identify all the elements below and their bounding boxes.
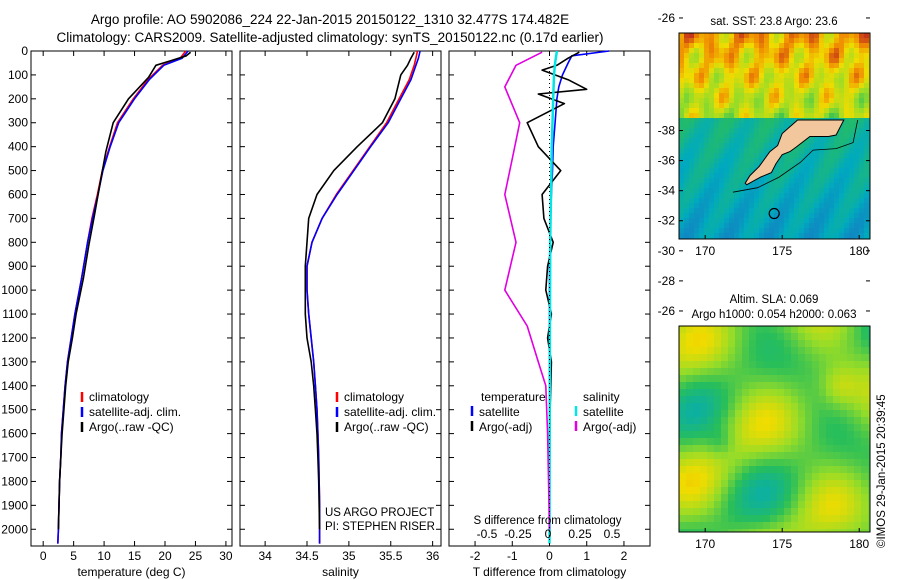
legend-label: climatology (89, 390, 149, 404)
y-tick-label: 1500 (1, 403, 28, 417)
x-axis-label: T difference from climatology (473, 565, 627, 579)
series-line-salinity-satellite (548, 50, 559, 544)
y-tick-label: 800 (8, 235, 28, 249)
legend-heading-temperature: temperature (481, 390, 546, 404)
header-line-2: Climatology: CARS2009. Satellite-adjuste… (56, 30, 604, 45)
map-1-bathymetry-contour (732, 119, 859, 193)
y-tick-label: 600 (8, 187, 28, 201)
y-tick-label: 1800 (1, 474, 28, 488)
x-tick-label: 10 (97, 549, 111, 563)
x-axis-label: temperature (deg C) (77, 565, 185, 579)
map-1-landmass (744, 119, 845, 186)
y-tick-label: 500 (8, 164, 28, 178)
y-tick-label: 1300 (1, 355, 28, 369)
map-lat-label: -26 (658, 11, 676, 25)
series-line-argo-raw-qc- (304, 51, 415, 530)
x-tick-label: 2 (621, 549, 628, 563)
legend-label: satellite-adj. clim. (344, 405, 436, 419)
map-lon-label: 170 (695, 537, 715, 551)
y-tick-label: 1100 (2, 307, 28, 321)
map-lon-label: 180 (849, 244, 869, 258)
y-tick-label: 900 (8, 259, 28, 273)
y-tick-label: 1000 (1, 283, 28, 297)
y-tick-label: 2000 (1, 522, 28, 536)
series-line-salinity-argo-adj- (503, 51, 551, 530)
legend-label: satellite (583, 405, 624, 419)
x-tick-label: 0 (40, 549, 47, 563)
map-lon-label: 170 (695, 244, 715, 258)
y-tick-label: 0 (21, 44, 28, 58)
x-axis-label-top: S difference from climatology (473, 515, 621, 527)
profile-panel-frame-0 (30, 50, 233, 547)
y-tick-label: 1700 (1, 451, 28, 465)
imos-credit: ©IMOS 29-Jan-2015 20:39:45 (876, 394, 888, 548)
profile-panel-frame-1 (239, 50, 442, 547)
x-tick-label: 1 (583, 549, 590, 563)
x-tick-label: 35.5 (379, 549, 403, 563)
map-sst-title: sat. SST: 23.8 Argo: 23.6 (710, 16, 837, 28)
map-lat-label: -30 (658, 244, 676, 258)
x-tick-label-top: -0.25 (504, 527, 532, 541)
annotation-pi: PI: STEPHEN RISER (325, 521, 435, 533)
map-lat-label: -32 (658, 214, 676, 228)
series-line-argo-raw-qc- (57, 51, 192, 530)
x-tick-label: 30 (219, 549, 233, 563)
x-tick-label: 20 (158, 549, 172, 563)
x-tick-label: -1 (507, 549, 518, 563)
x-tick-label: 0 (546, 549, 553, 563)
y-tick-label: 200 (8, 92, 28, 106)
x-tick-label-top: 0 (545, 527, 552, 541)
map-lon-label: 175 (772, 537, 792, 551)
map-lon-label: 175 (772, 244, 792, 258)
x-tick-label: -2 (470, 549, 481, 563)
legend-heading-salinity: salinity (583, 390, 620, 404)
legend-label: Argo(..raw -QC) (89, 420, 174, 434)
y-tick-label: 300 (8, 116, 28, 130)
y-tick-label: 1900 (1, 498, 28, 512)
y-tick-label: 1600 (1, 427, 28, 441)
map-sla-subtitle: Argo h1000: 0.054 h2000: 0.063 (692, 309, 857, 321)
x-tick-label: 25 (189, 549, 203, 563)
x-tick-label-top: -0.5 (477, 527, 498, 541)
x-tick-label: 5 (70, 549, 77, 563)
x-tick-label: 35 (342, 549, 356, 563)
y-tick-label: 100 (8, 68, 28, 82)
map-1-float-marker (768, 207, 780, 220)
x-tick-label: 34.5 (295, 549, 319, 563)
y-tick-label: 1200 (1, 331, 28, 345)
header-line-1: Argo profile: AO 5902086_224 22-Jan-2015… (90, 12, 570, 27)
map-lat-label: -38 (658, 124, 676, 138)
x-tick-label: 15 (128, 549, 142, 563)
legend-label: Argo(..raw -QC) (344, 420, 429, 434)
y-tick-label: 700 (8, 211, 28, 225)
map-lon-label: 180 (849, 537, 869, 551)
legend-label: climatology (344, 390, 404, 404)
x-tick-label: 36 (426, 549, 440, 563)
x-axis-label: salinity (322, 565, 359, 579)
x-tick-label: 34 (258, 549, 272, 563)
map-lat-label: -26 (658, 304, 676, 318)
map-1-frame (678, 325, 871, 533)
legend-label: Argo(-adj) (583, 420, 636, 434)
legend-label: satellite (479, 405, 520, 419)
x-tick-label-top: 0.25 (568, 527, 592, 541)
y-tick-label: 1400 (1, 379, 28, 393)
legend-label: satellite-adj. clim. (89, 405, 181, 419)
map-1-field (679, 326, 871, 533)
map-lat-label: -36 (658, 154, 676, 168)
map-sla-title: Altim. SLA: 0.069 (730, 294, 819, 306)
map-lat-label: -28 (658, 274, 676, 288)
map-lat-label: -34 (658, 184, 676, 198)
y-tick-label: 400 (8, 140, 28, 154)
x-tick-label-top: 0.5 (604, 527, 621, 541)
annotation-project: US ARGO PROJECT (325, 507, 434, 519)
legend-label: Argo(-adj) (479, 420, 532, 434)
map-0-frame (678, 32, 871, 240)
series-line-satellite-adj-clim- (306, 50, 421, 544)
